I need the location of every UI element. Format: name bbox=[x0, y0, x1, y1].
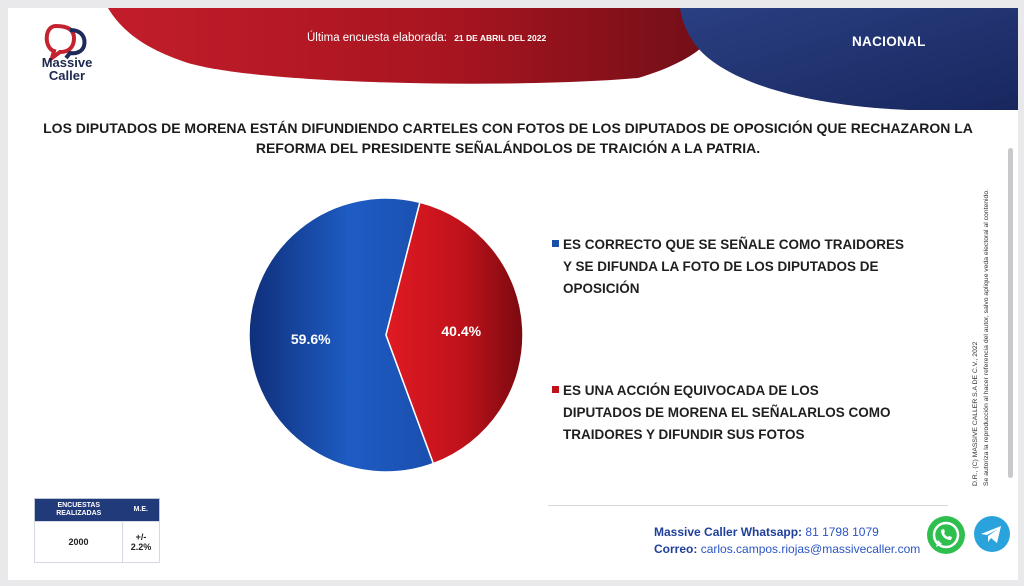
pie-slice-equivocada bbox=[385, 201, 524, 465]
pie-slice-correcto bbox=[248, 197, 435, 473]
stats-surveys-value: 2000 bbox=[33, 521, 124, 563]
pie-data-label: 59.6% bbox=[291, 331, 331, 347]
copyright-line-2: Se autoriza la reproducción al hacer ref… bbox=[983, 189, 990, 486]
contact-email: Correo: carlos.campos.riojas@massivecall… bbox=[654, 541, 920, 558]
stats-table: ENCUESTAS REALIZADAS M.E. 2000 +/- 2.2% bbox=[33, 498, 160, 563]
legend-label-equivocada: ES UNA ACCIÓN EQUIVOCADA DE LOS DIPUTADO… bbox=[563, 380, 891, 446]
scrollbar[interactable] bbox=[1008, 148, 1013, 478]
email-label: Correo: bbox=[654, 542, 698, 556]
legend-swatch-red bbox=[552, 386, 559, 393]
email-address[interactable]: carlos.campos.riojas@massivecaller.com bbox=[700, 542, 921, 556]
header-banner bbox=[108, 8, 1018, 110]
whatsapp-number[interactable]: 81 1798 1079 bbox=[805, 525, 879, 539]
contact-whatsapp: Massive Caller Whatsapp: 81 1798 1079 bbox=[654, 524, 920, 541]
header-red-band bbox=[108, 8, 728, 84]
stats-header-margin: M.E. bbox=[122, 498, 160, 522]
survey-date-line: Última encuesta elaborada: 21 DE ABRIL D… bbox=[307, 32, 546, 44]
legend-line: TRAIDORES Y DIFUNDIR SUS FOTOS bbox=[563, 427, 805, 442]
massive-caller-logo-icon bbox=[44, 23, 87, 64]
footer-divider bbox=[548, 505, 948, 506]
brand-name: Massive Caller bbox=[41, 55, 93, 83]
header-navy-band bbox=[680, 8, 1018, 110]
legend-swatch-blue bbox=[552, 240, 559, 247]
telegram-icon[interactable] bbox=[972, 514, 1012, 554]
legend-label-correcto: ES CORRECTO QUE SE SEÑALE COMO TRAIDORES… bbox=[563, 234, 904, 300]
pie-chart: 59.6% 40.4% bbox=[248, 197, 524, 473]
pie-data-label: 40.4% bbox=[441, 323, 481, 339]
region-label: NACIONAL bbox=[852, 34, 926, 49]
stats-margin-value: +/- 2.2% bbox=[122, 521, 160, 563]
legend-line: DIPUTADOS DE MORENA EL SEÑALARLOS COMO bbox=[563, 405, 891, 420]
survey-label: Última encuesta elaborada: bbox=[307, 32, 447, 44]
contact-info: Massive Caller Whatsapp: 81 1798 1079 Co… bbox=[654, 524, 920, 558]
whatsapp-icon[interactable] bbox=[925, 514, 967, 556]
copyright-line-1: D.R., (C) MASSIVE CALLER S.A DE C.V., 20… bbox=[972, 341, 979, 486]
legend-line: Y SE DIFUNDA LA FOTO DE LOS DIPUTADOS DE bbox=[563, 259, 879, 274]
whatsapp-label: Massive Caller Whatsapp: bbox=[654, 525, 803, 539]
slide: Massive Caller Última encuesta elaborada… bbox=[8, 8, 1018, 580]
legend-line: OPOSICIÓN bbox=[563, 281, 640, 296]
legend-item-correcto: ES CORRECTO QUE SE SEÑALE COMO TRAIDORES… bbox=[552, 234, 932, 300]
legend-line: ES CORRECTO QUE SE SEÑALE COMO TRAIDORES bbox=[563, 237, 905, 252]
stats-header-surveys: ENCUESTAS REALIZADAS bbox=[34, 498, 123, 522]
legend-line: ES UNA ACCIÓN EQUIVOCADA DE LOS bbox=[563, 383, 819, 398]
copyright-note: D.R., (C) MASSIVE CALLER S.A DE C.V., 20… bbox=[970, 189, 992, 486]
question-title: LOS DIPUTADOS DE MORENA ESTÁN DIFUNDIEND… bbox=[43, 120, 973, 156]
legend-item-equivocada: ES UNA ACCIÓN EQUIVOCADA DE LOS DIPUTADO… bbox=[552, 380, 932, 446]
survey-date: 21 DE ABRIL DEL 2022 bbox=[454, 33, 547, 43]
